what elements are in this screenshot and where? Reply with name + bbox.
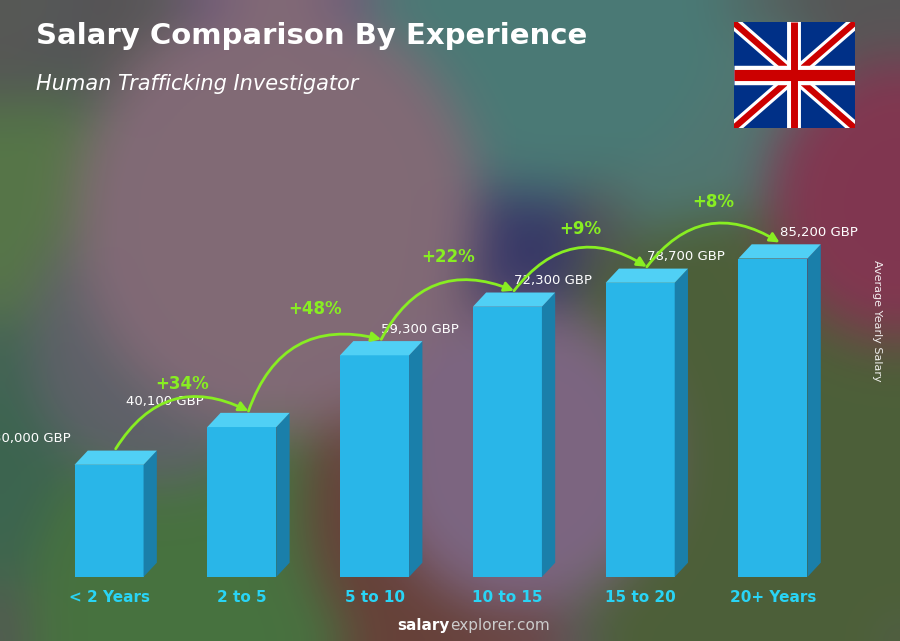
Polygon shape [340, 355, 410, 577]
Text: +8%: +8% [692, 192, 734, 211]
Text: +48%: +48% [288, 300, 342, 318]
Text: 40,100 GBP: 40,100 GBP [126, 394, 203, 408]
Polygon shape [75, 451, 157, 465]
Text: 85,200 GBP: 85,200 GBP [779, 226, 858, 239]
Text: explorer.com: explorer.com [450, 619, 550, 633]
Polygon shape [472, 292, 555, 306]
Text: Salary Comparison By Experience: Salary Comparison By Experience [36, 22, 587, 51]
Polygon shape [410, 341, 422, 577]
Polygon shape [675, 269, 688, 577]
Polygon shape [542, 292, 555, 577]
Polygon shape [807, 244, 821, 577]
Polygon shape [606, 283, 675, 577]
Text: Human Trafficking Investigator: Human Trafficking Investigator [36, 74, 358, 94]
Polygon shape [207, 427, 276, 577]
Polygon shape [472, 306, 542, 577]
Text: 59,300 GBP: 59,300 GBP [382, 323, 459, 336]
Text: 78,700 GBP: 78,700 GBP [647, 250, 725, 263]
Polygon shape [144, 451, 157, 577]
Polygon shape [276, 413, 290, 577]
Polygon shape [738, 244, 821, 258]
Polygon shape [606, 269, 688, 283]
Polygon shape [75, 465, 144, 577]
Polygon shape [207, 413, 290, 427]
Polygon shape [340, 341, 422, 355]
Text: Average Yearly Salary: Average Yearly Salary [872, 260, 883, 381]
Text: salary: salary [398, 619, 450, 633]
Text: 72,300 GBP: 72,300 GBP [514, 274, 592, 287]
Text: 30,000 GBP: 30,000 GBP [0, 432, 70, 445]
Polygon shape [738, 258, 807, 577]
Text: +34%: +34% [155, 376, 209, 394]
Text: +9%: +9% [560, 221, 601, 238]
Text: +22%: +22% [421, 248, 474, 266]
